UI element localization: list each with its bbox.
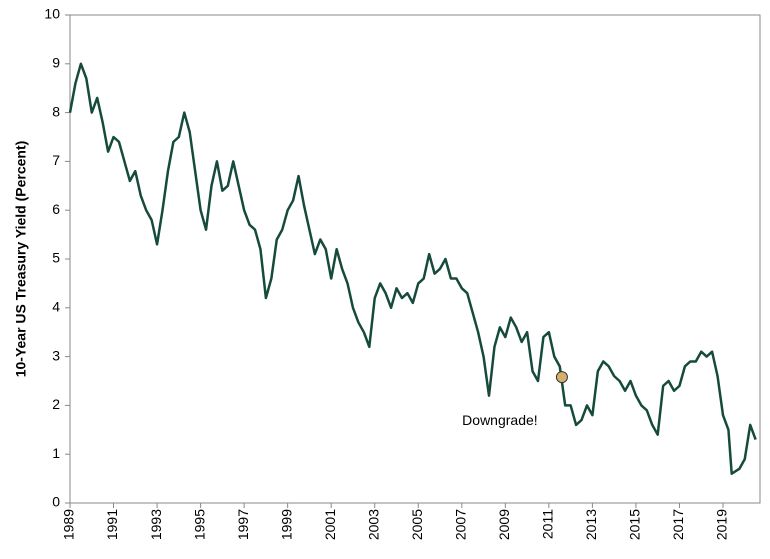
annotation-label: Downgrade! <box>462 412 538 428</box>
x-tick-label: 1989 <box>61 509 77 540</box>
x-tick-label: 2009 <box>496 509 512 540</box>
y-tick-label: 3 <box>52 347 60 363</box>
x-tick-label: 2019 <box>714 509 730 540</box>
y-tick-label: 5 <box>52 250 60 266</box>
y-tick-label: 8 <box>52 103 60 119</box>
y-tick-label: 4 <box>52 299 60 315</box>
x-tick-label: 2011 <box>540 509 556 539</box>
x-tick-label: 2015 <box>627 509 643 540</box>
x-tick-label: 1997 <box>235 509 251 540</box>
x-tick-label: 1991 <box>104 509 120 540</box>
y-tick-label: 0 <box>52 494 60 510</box>
y-tick-label: 6 <box>52 201 60 217</box>
y-axis-label: 10-Year US Treasury Yield (Percent) <box>13 141 29 378</box>
yield-line <box>68 62 757 475</box>
plot-frame <box>69 14 761 504</box>
y-tick-label: 9 <box>52 55 60 71</box>
x-tick-label: 2003 <box>365 509 381 540</box>
x-tick-label: 2013 <box>583 509 599 540</box>
x-tick-label: 1993 <box>148 509 164 540</box>
x-tick-label: 1999 <box>278 509 294 540</box>
y-tick-label: 10 <box>44 6 60 22</box>
y-tick-label: 7 <box>52 152 60 168</box>
x-tick-label: 1995 <box>191 509 207 540</box>
y-tick-label: 1 <box>52 445 60 461</box>
annotation-point <box>555 371 568 384</box>
y-tick-label: 2 <box>52 396 60 412</box>
x-tick-label: 2005 <box>409 509 425 540</box>
x-tick-label: 2007 <box>453 509 469 540</box>
x-tick-label: 2017 <box>670 509 686 540</box>
x-tick-label: 2001 <box>322 509 338 540</box>
